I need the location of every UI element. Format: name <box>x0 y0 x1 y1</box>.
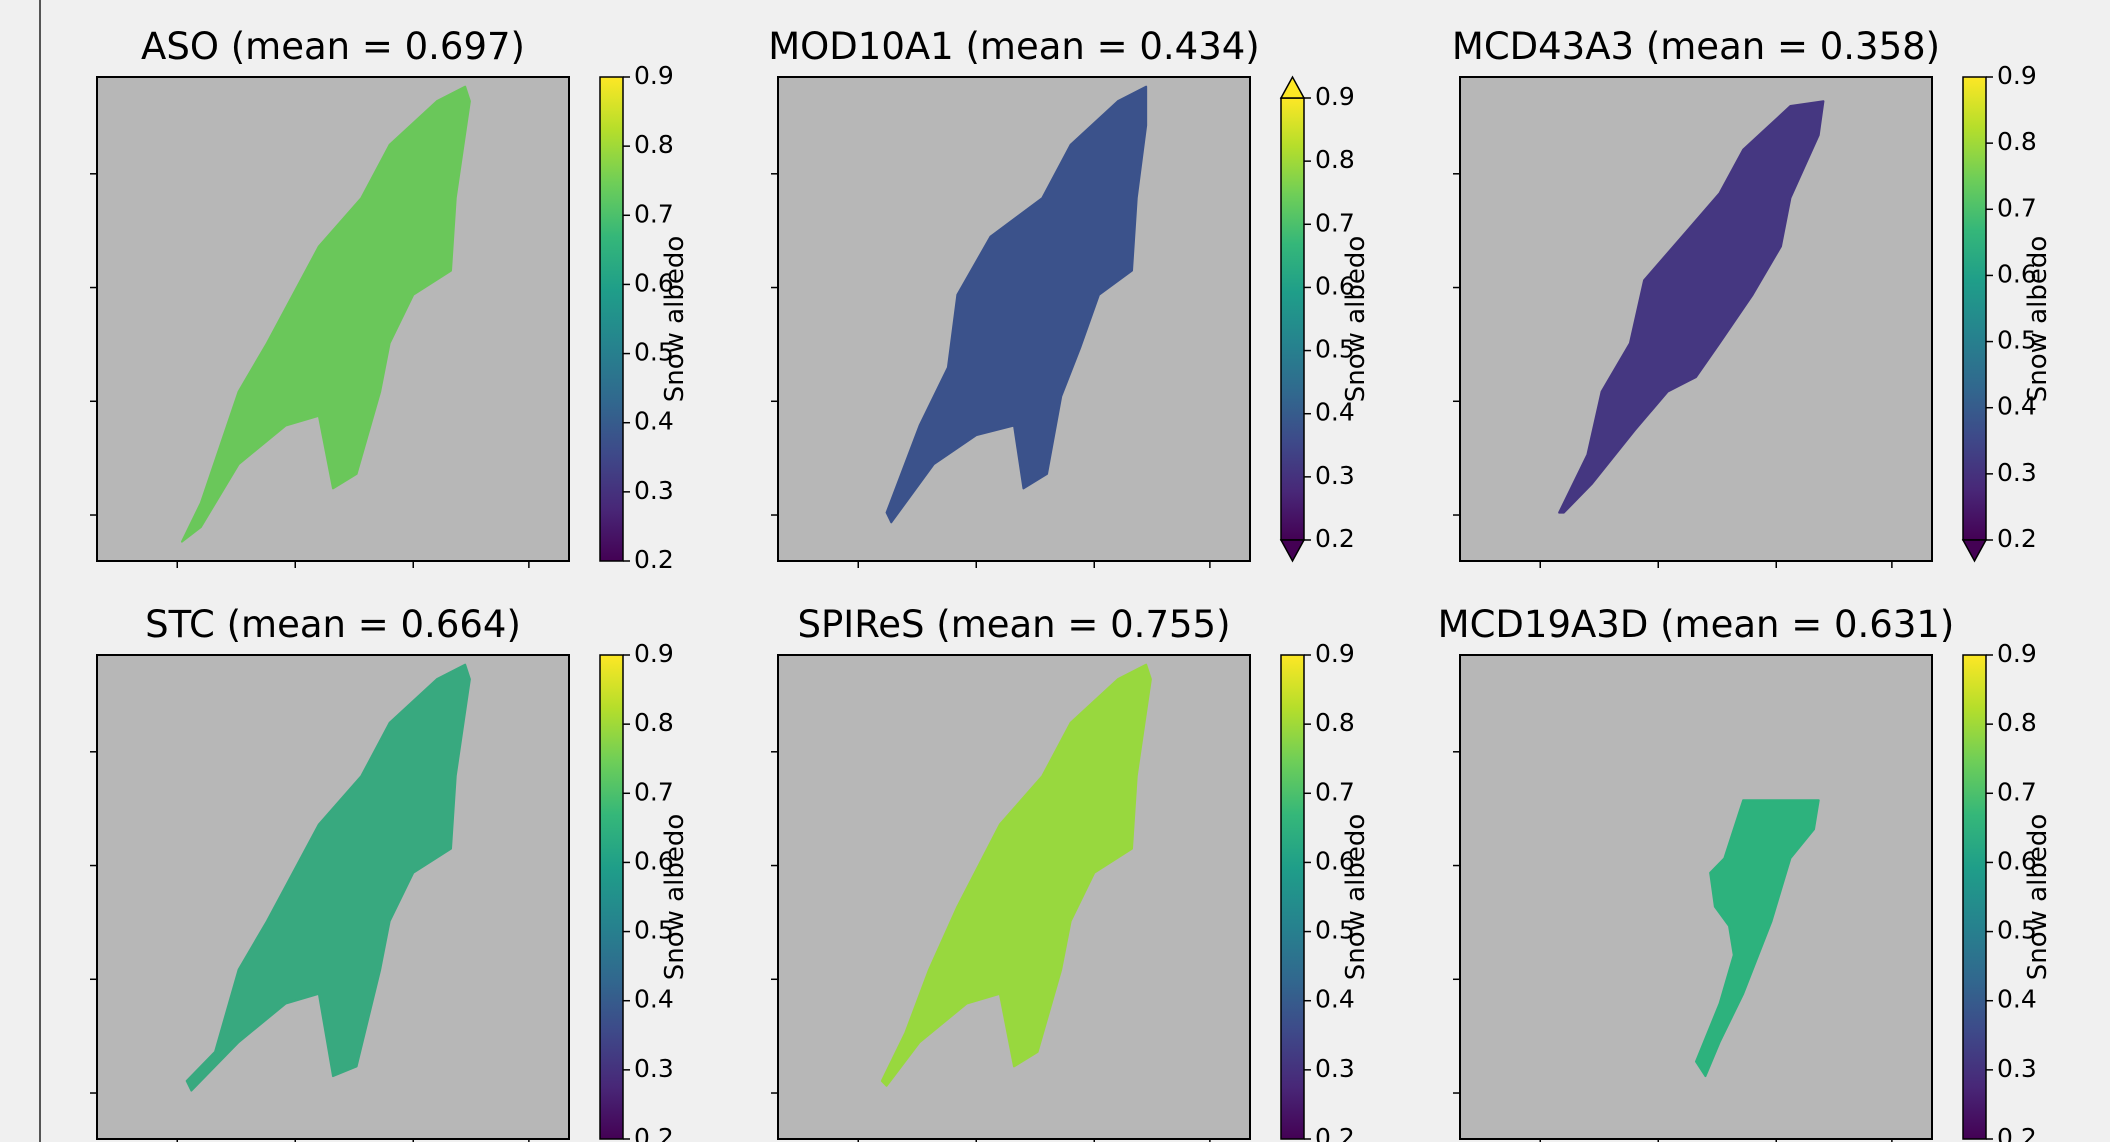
colorbar-tick-label: 0.9 <box>1997 639 2037 668</box>
snow-region <box>885 85 1148 524</box>
colorbar-tick-label: 0.6 <box>1997 846 2037 875</box>
colorbar-label: Snow albedo <box>660 236 690 403</box>
colorbar-tick-label: 0.3 <box>1315 1054 1355 1083</box>
panel-title: MCD19A3D (mean = 0.631) <box>1438 603 1955 646</box>
colorbar-tick-label: 0.3 <box>1997 1054 2037 1083</box>
colorbar-tick-label: 0.2 <box>634 545 674 574</box>
colorbar-tick-label: 0.5 <box>1997 916 2037 945</box>
colorbar-tick-label: 0.5 <box>1315 335 1355 364</box>
colorbar-tick-label: 0.2 <box>1315 524 1355 553</box>
colorbar-extend-min <box>1279 539 1306 563</box>
colorbar-tick-label: 0.8 <box>1315 145 1355 174</box>
colorbar-tick-label: 0.5 <box>634 338 674 367</box>
colorbar-tick-label: 0.7 <box>1315 208 1355 237</box>
panel-title: MCD43A3 (mean = 0.358) <box>1452 25 1940 68</box>
colorbar-tick-label: 0.2 <box>634 1123 674 1142</box>
colorbar-tick-label: 0.7 <box>634 199 674 228</box>
colorbar-tick-label: 0.9 <box>1315 639 1355 668</box>
colorbar-tick-label: 0.5 <box>1315 916 1355 945</box>
colorbar-tick-label: 0.9 <box>1315 82 1355 111</box>
colorbar-tick-label: 0.2 <box>1997 524 2037 553</box>
colorbar-tick-label: 0.4 <box>1997 985 2037 1014</box>
colorbar-tick-label: 0.8 <box>634 708 674 737</box>
colorbar-extend-max <box>1279 75 1306 99</box>
colorbar <box>1962 654 1987 1140</box>
colorbar-label: Snow albedo <box>1341 236 1371 403</box>
colorbar-tick-label: 0.8 <box>634 130 674 159</box>
colorbar-label: Snow albedo <box>1341 814 1371 981</box>
colorbar-tick-label: 0.5 <box>634 916 674 945</box>
panel-title: STC (mean = 0.664) <box>145 603 521 646</box>
colorbar-tick-label: 0.7 <box>1315 777 1355 806</box>
panel-title: MOD10A1 (mean = 0.434) <box>768 25 1259 68</box>
colorbar-tick-label: 0.3 <box>634 1054 674 1083</box>
colorbar-tick-label: 0.3 <box>634 476 674 505</box>
colorbar <box>599 76 624 562</box>
snow-region <box>180 85 471 543</box>
colorbar-tick-label: 0.7 <box>1997 777 2037 806</box>
colorbar-tick-label: 0.2 <box>1315 1123 1355 1142</box>
map-axes <box>1459 654 1933 1140</box>
colorbar-tick-label: 0.6 <box>1997 259 2037 288</box>
colorbar-tick-label: 0.8 <box>1997 127 2037 156</box>
colorbar-tick-label: 0.8 <box>1315 708 1355 737</box>
colorbar-tick-label: 0.4 <box>1315 398 1355 427</box>
colorbar-label: Snow albedo <box>2023 814 2053 981</box>
colorbar-tick-label: 0.3 <box>1997 458 2037 487</box>
colorbar-extend-min <box>1961 539 1988 563</box>
colorbar-tick-label: 0.6 <box>634 268 674 297</box>
colorbar-tick-label: 0.9 <box>634 61 674 90</box>
colorbar-tick-label: 0.6 <box>634 846 674 875</box>
colorbar <box>1280 97 1305 541</box>
colorbar-tick-label: 0.4 <box>1997 392 2037 421</box>
colorbar <box>1962 76 1987 541</box>
colorbar-tick-label: 0.2 <box>1997 1123 2037 1142</box>
colorbar-tick-label: 0.5 <box>1997 326 2037 355</box>
colorbar-label: Snow albedo <box>660 814 690 981</box>
colorbar-tick-label: 0.4 <box>1315 985 1355 1014</box>
snow-region <box>1695 799 1820 1078</box>
colorbar-tick-label: 0.7 <box>634 777 674 806</box>
colorbar <box>1280 654 1305 1140</box>
colorbar-tick-label: 0.7 <box>1997 193 2037 222</box>
colorbar-tick-label: 0.9 <box>634 639 674 668</box>
colorbar-tick-label: 0.4 <box>634 985 674 1014</box>
colorbar-tick-label: 0.9 <box>1997 61 2037 90</box>
snow-region <box>880 663 1152 1087</box>
colorbar-tick-label: 0.6 <box>1315 846 1355 875</box>
colorbar-tick-label: 0.3 <box>1315 461 1355 490</box>
snow-region <box>185 663 471 1092</box>
panel-title: SPIReS (mean = 0.755) <box>797 603 1230 646</box>
colorbar-label: Snow albedo <box>2023 236 2053 403</box>
snow-region <box>1558 100 1825 514</box>
colorbar-tick-label: 0.6 <box>1315 271 1355 300</box>
panel-title: ASO (mean = 0.697) <box>141 25 525 68</box>
colorbar-tick-label: 0.4 <box>634 407 674 436</box>
colorbar <box>599 654 624 1140</box>
colorbar-tick-label: 0.8 <box>1997 708 2037 737</box>
